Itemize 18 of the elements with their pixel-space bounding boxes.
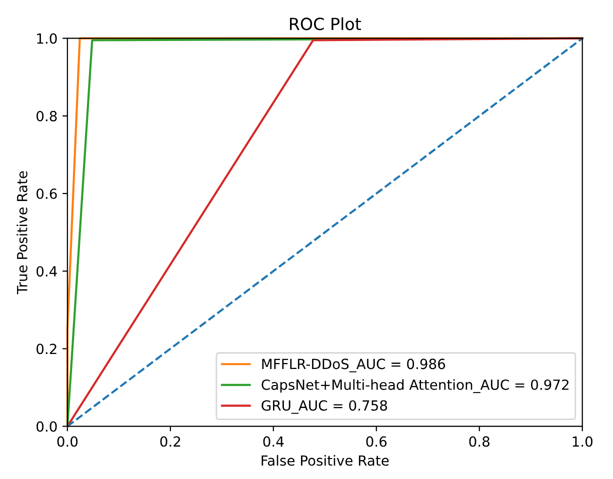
- y-tick-label: 0.6: [36, 188, 57, 199]
- y-axis-title: True Positive Rate: [16, 171, 28, 294]
- x-tick-label: 0.0: [57, 436, 78, 447]
- y-tick-label: 0.2: [36, 344, 56, 354]
- y-tick-label: 0.8: [36, 110, 57, 122]
- x-tick-label: 0.2: [160, 436, 180, 447]
- legend-label: CapsNet+Multi-head Attention_AUC = 0.972: [262, 379, 568, 394]
- legend-label: GRU_AUC = 0.758: [262, 400, 388, 414]
- chart-title: ROC Plot: [290, 17, 362, 30]
- x-tick-label: 0.8: [469, 436, 490, 447]
- x-axis-title: False Positive Rate: [262, 455, 389, 466]
- y-tick-label: 0.4: [36, 266, 57, 277]
- y-tick-label: 0.0: [36, 421, 57, 432]
- x-tick-label: 0.6: [366, 436, 387, 447]
- x-tick-label: 0.4: [263, 436, 284, 447]
- x-tick-label: 1.0: [572, 436, 592, 447]
- y-tick-label: 1.0: [37, 33, 57, 44]
- legend-label: MFFLR-DDoS_AUC = 0.986: [262, 358, 446, 372]
